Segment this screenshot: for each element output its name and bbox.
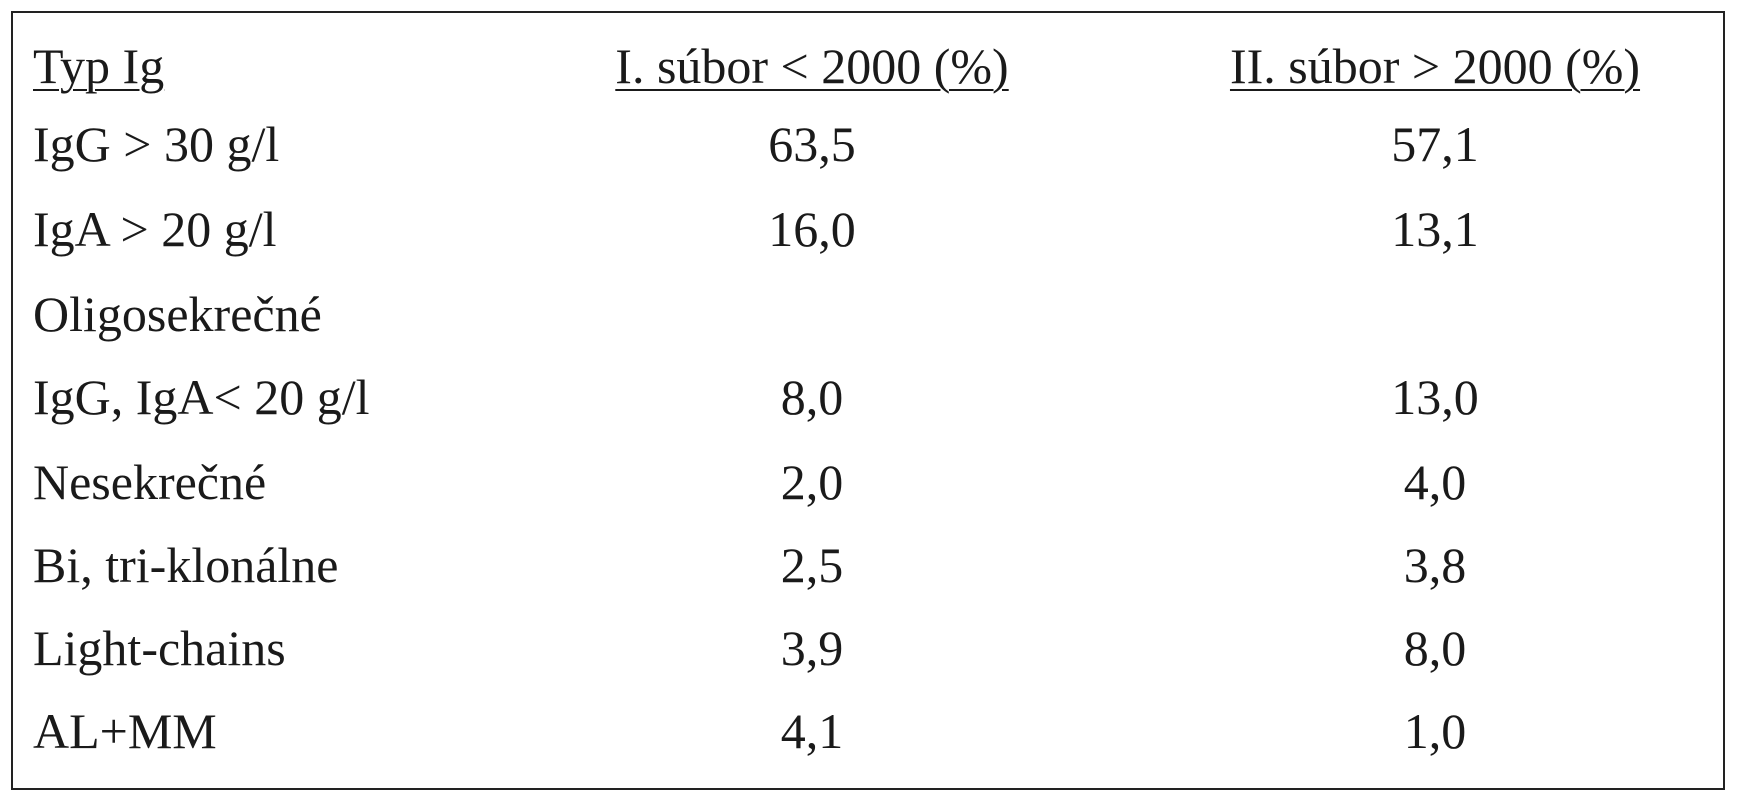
table-cell: 2,5 bbox=[780, 537, 844, 593]
row-label: Oligosekrečné bbox=[33, 286, 322, 342]
column-header: I. súbor < 2000 (%) bbox=[615, 38, 1009, 94]
table-cell: 3,8 bbox=[1403, 537, 1467, 593]
table-cell: 13,1 bbox=[1391, 201, 1479, 257]
row-label: Light-chains bbox=[33, 620, 286, 676]
table-cell: 4,1 bbox=[780, 703, 844, 759]
table-cell: 2,0 bbox=[780, 454, 844, 510]
table-cell: 4,0 bbox=[1403, 454, 1467, 510]
row-label: IgG > 30 g/l bbox=[33, 116, 280, 172]
table-frame bbox=[11, 11, 1725, 790]
row-label: IgA > 20 g/l bbox=[33, 201, 277, 257]
table-cell: 57,1 bbox=[1391, 116, 1479, 172]
row-label: AL+MM bbox=[33, 703, 217, 759]
table-cell: 13,0 bbox=[1391, 369, 1479, 425]
row-label: Nesekrečné bbox=[33, 454, 267, 510]
table-cell: 3,9 bbox=[780, 620, 844, 676]
column-header: Typ Ig bbox=[33, 38, 165, 94]
table-cell: 8,0 bbox=[780, 369, 844, 425]
table-cell: 1,0 bbox=[1403, 703, 1467, 759]
row-label: IgG, IgA< 20 g/l bbox=[33, 369, 370, 425]
row-label: Bi, tri-klonálne bbox=[33, 537, 339, 593]
table-cell: 8,0 bbox=[1403, 620, 1467, 676]
column-header: II. súbor > 2000 (%) bbox=[1229, 38, 1641, 94]
table-cell: 16,0 bbox=[768, 201, 856, 257]
table-cell: 63,5 bbox=[768, 116, 856, 172]
